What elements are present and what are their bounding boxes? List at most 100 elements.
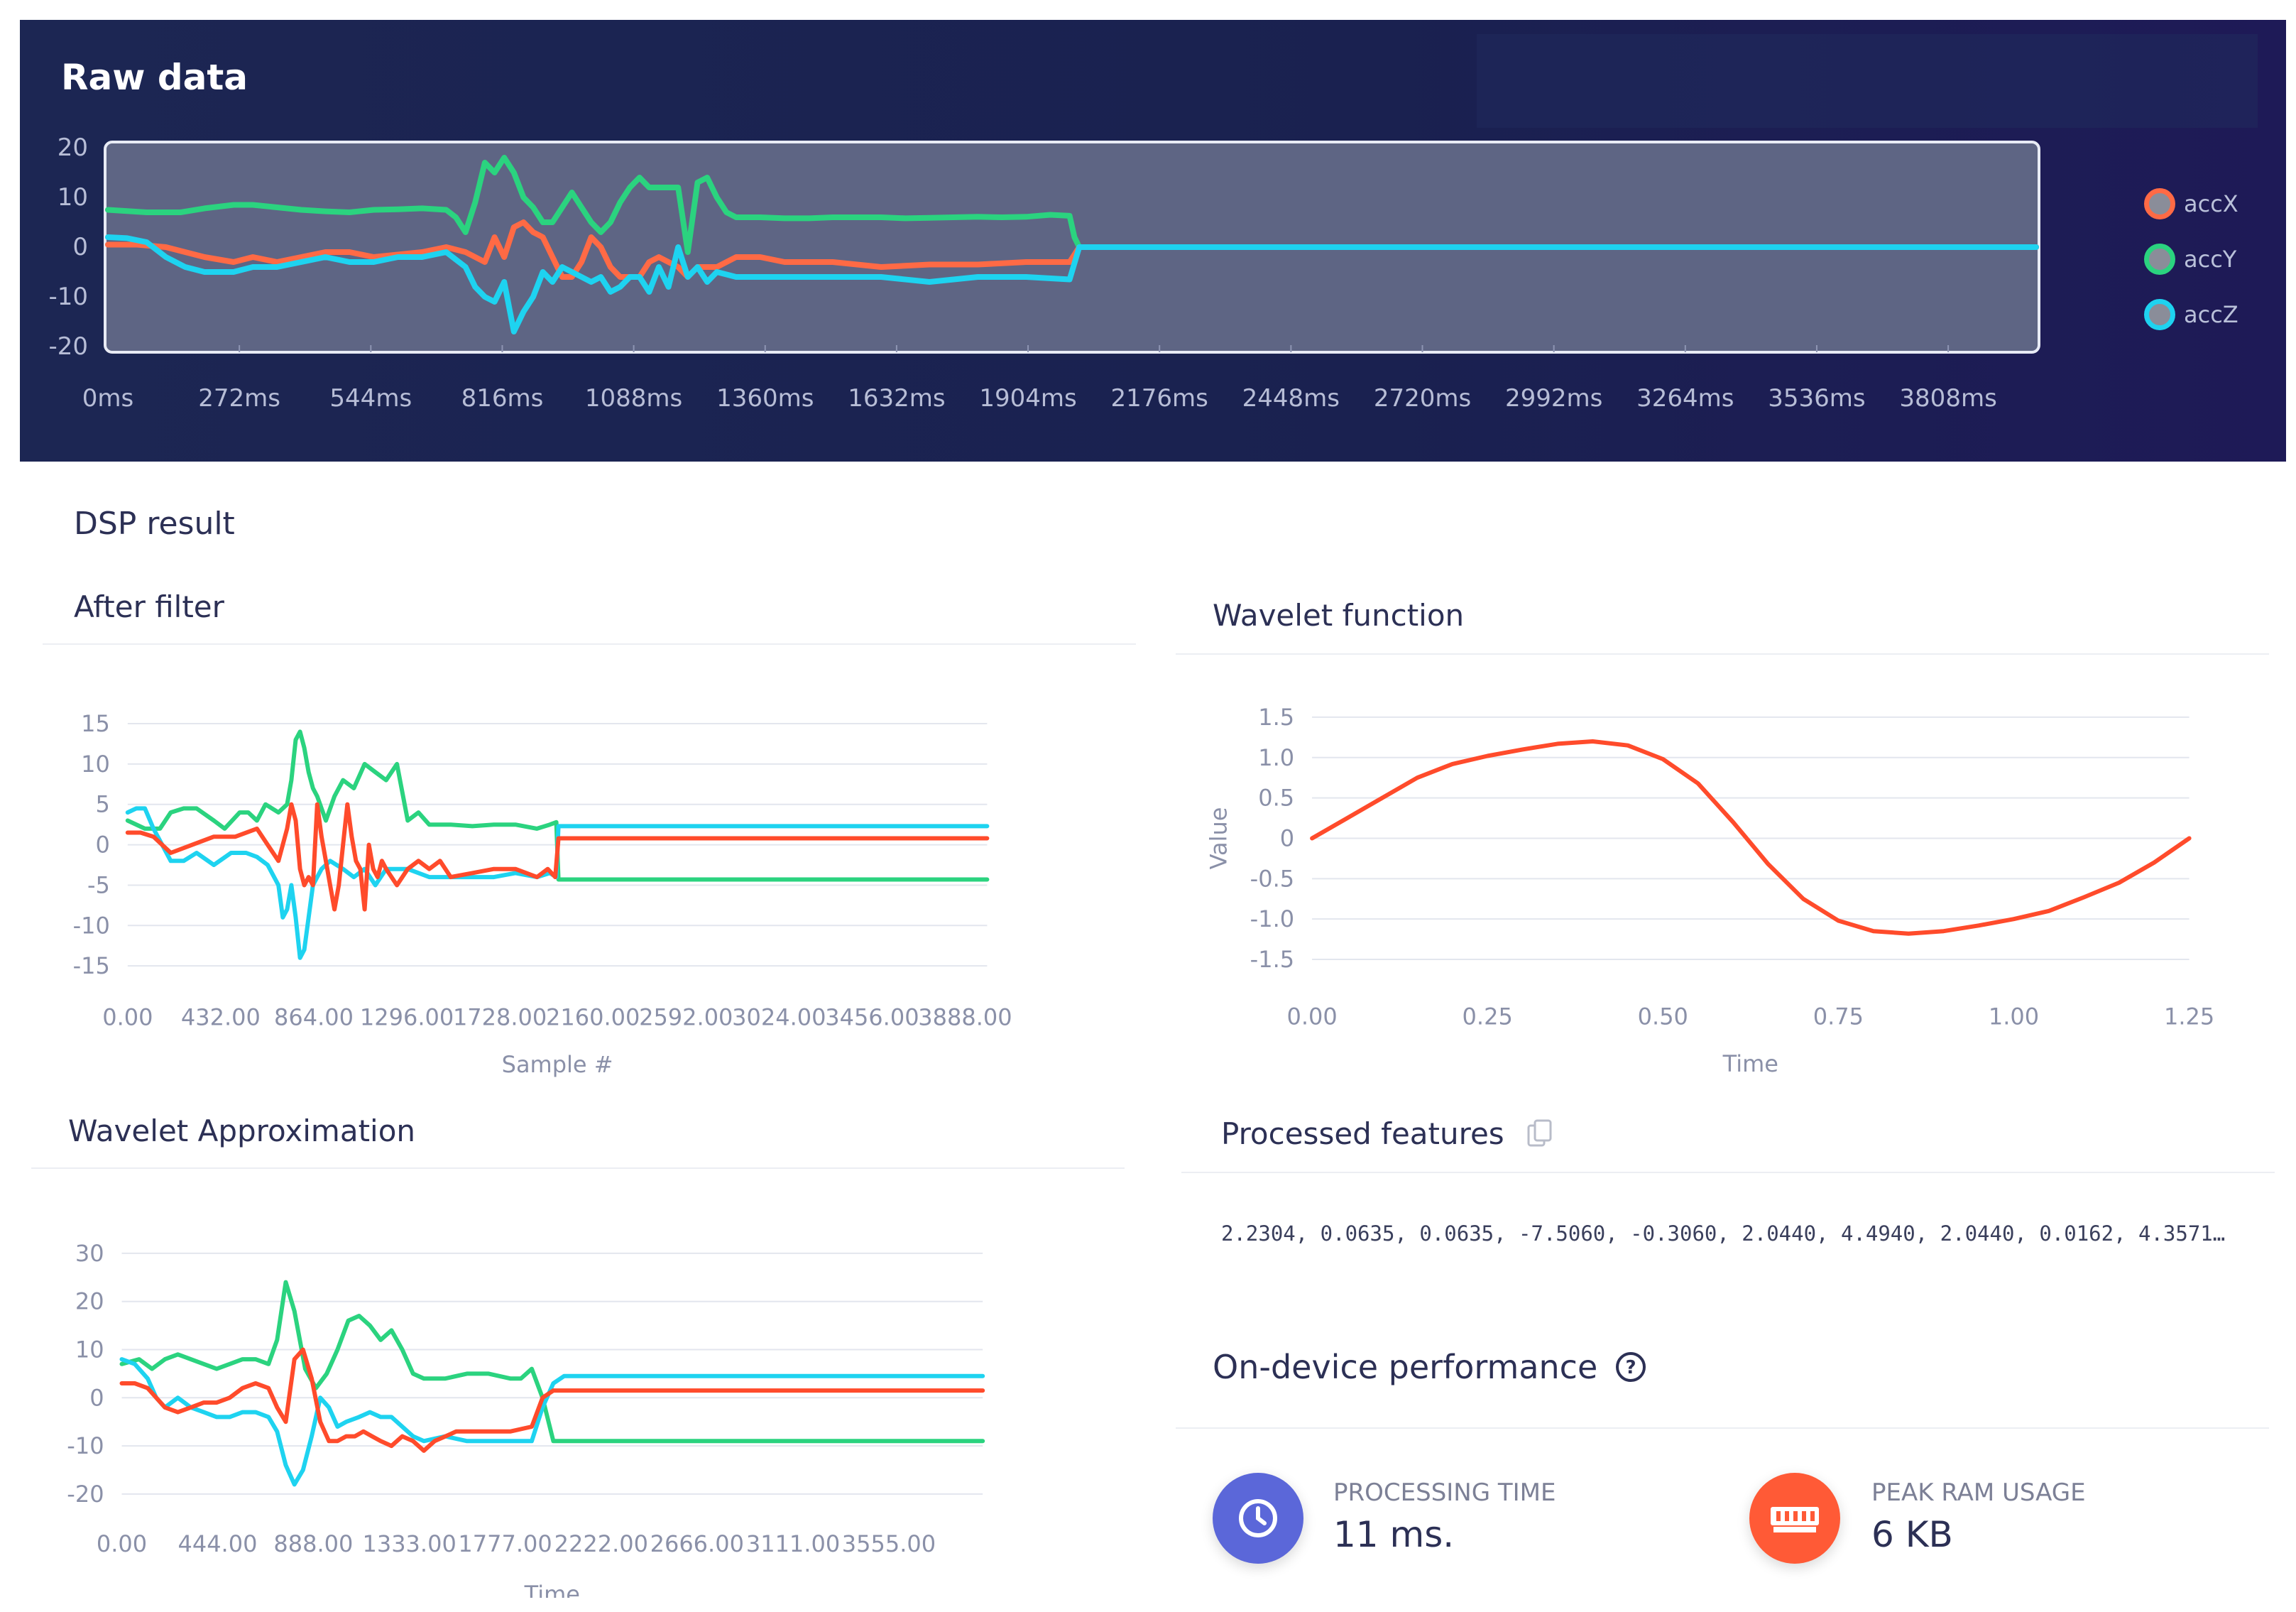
x-tick-label: 1.25 bbox=[2164, 1003, 2214, 1030]
raw-data-toolbar-area bbox=[1477, 34, 2258, 128]
x-tick-label: 3888.00 bbox=[918, 1003, 1012, 1030]
processing-time-metric: PROCESSING TIME 11 ms. bbox=[1213, 1473, 1710, 1565]
series-line-1 bbox=[119, 1280, 985, 1444]
x-tick-label: 2666.00 bbox=[650, 1530, 744, 1557]
y-tick-label: 0 bbox=[96, 832, 110, 859]
x-tick-label: 3808ms bbox=[1899, 384, 1996, 413]
x-tick-label: 2592.00 bbox=[639, 1003, 733, 1030]
x-tick-label: 432.00 bbox=[181, 1003, 261, 1030]
svg-text:?: ? bbox=[1626, 1357, 1636, 1378]
after-filter-chart: 15 10 5 0 -5 -10 -15 0.00 432.00 864.00 1296.00172… bbox=[73, 710, 1012, 1078]
y-tick-label: 20 bbox=[58, 134, 88, 162]
series-line-accy bbox=[105, 155, 2039, 255]
series-line-1 bbox=[125, 729, 990, 882]
y-tick-label: 10 bbox=[58, 183, 88, 212]
x-tick-label: 2448ms bbox=[1242, 384, 1340, 413]
plot-area: 20 10 0 -10 -20 0ms 272ms 544ms 816ms 1088ms 1360m… bbox=[48, 134, 2040, 413]
y-tick-label: -10 bbox=[48, 283, 88, 311]
x-tick-label: 272ms bbox=[198, 384, 280, 413]
legend-item-accz[interactable]: accZ bbox=[2144, 287, 2238, 342]
plot-area: 1.51.00.50-0.5-1.0-1.50.00 0.25 0.50 0.75 1.… bbox=[1205, 704, 2214, 1077]
question-circle-icon[interactable]: ? bbox=[1614, 1351, 1647, 1383]
series-line-2 bbox=[119, 1357, 985, 1487]
y-tick-label: -20 bbox=[67, 1481, 104, 1508]
x-tick-label: 544ms bbox=[329, 384, 412, 413]
y-axis-label: Value bbox=[1205, 807, 1232, 870]
x-tick-label: 3555.00 bbox=[842, 1530, 936, 1557]
wavelet-approximation-title: Wavelet Approximation bbox=[68, 1113, 416, 1148]
x-tick-label: 3456.00 bbox=[825, 1003, 919, 1030]
performance-divider bbox=[1176, 1427, 2269, 1429]
y-tick-label: 15 bbox=[81, 710, 110, 737]
x-tick-label: 2176ms bbox=[1111, 384, 1208, 413]
x-tick-label: 0ms bbox=[82, 384, 133, 413]
series-line-accx bbox=[105, 219, 2039, 280]
legend-item-accy[interactable]: accY bbox=[2144, 232, 2238, 287]
after-filter-title: After filter bbox=[74, 589, 224, 624]
raw-data-title: Raw data bbox=[61, 57, 248, 98]
y-tick-label: 5 bbox=[96, 791, 110, 818]
x-tick-label: 1360ms bbox=[716, 384, 814, 413]
x-tick-label: 1632ms bbox=[848, 384, 945, 413]
x-tick-label: 2720ms bbox=[1374, 384, 1471, 413]
wavelet-approximation-divider bbox=[31, 1167, 1125, 1169]
x-tick-label: 0.75 bbox=[1813, 1003, 1864, 1030]
processed-features-header: Processed features bbox=[1221, 1116, 1554, 1151]
y-tick-label: 1.0 bbox=[1258, 744, 1294, 771]
x-tick-label: 0.25 bbox=[1463, 1003, 1513, 1030]
x-axis-label: Sample # bbox=[502, 1051, 613, 1078]
x-tick-label: 3111.00 bbox=[746, 1530, 840, 1557]
y-tick-label: 0.5 bbox=[1258, 785, 1294, 812]
raw-data-legend: accX accY accZ bbox=[2144, 176, 2238, 342]
processed-features-divider bbox=[1181, 1172, 2275, 1173]
x-axis-label: Time bbox=[1722, 1050, 1778, 1077]
y-tick-label: -15 bbox=[73, 952, 110, 979]
wavelet-function-divider bbox=[1176, 653, 2269, 655]
series-line-1 bbox=[1310, 739, 2192, 936]
series-line-3 bbox=[125, 802, 990, 912]
wavelet-function-chart: 1.51.00.50-0.5-1.0-1.50.00 0.25 0.50 0.75 1.… bbox=[1205, 704, 2214, 1077]
series-line-3 bbox=[119, 1347, 985, 1453]
x-tick-label: 1333.00 bbox=[362, 1530, 456, 1557]
x-tick-label: 3264ms bbox=[1636, 384, 1734, 413]
x-tick-label: 1088ms bbox=[585, 384, 682, 413]
y-tick-label: 30 bbox=[75, 1240, 104, 1267]
copy-icon[interactable] bbox=[1526, 1118, 1554, 1150]
x-tick-label: 864.00 bbox=[274, 1003, 354, 1030]
plot-area: 30 20 10 0 -10 -20 0.00 444.00 888.00 1333.00 1777… bbox=[67, 1240, 985, 1598]
legend-item-accx[interactable]: accX bbox=[2144, 176, 2238, 232]
y-tick-label: -0.5 bbox=[1250, 865, 1294, 892]
after-filter-divider bbox=[43, 643, 1136, 645]
series-line-2 bbox=[125, 806, 990, 960]
x-tick-label: 888.00 bbox=[273, 1530, 353, 1557]
dsp-result-title: DSP result bbox=[74, 506, 235, 542]
x-tick-label: 0.00 bbox=[97, 1530, 147, 1557]
x-tick-label: 0.50 bbox=[1638, 1003, 1688, 1030]
processing-time-value: 11 ms. bbox=[1333, 1514, 1455, 1555]
x-tick-label: 816ms bbox=[461, 384, 544, 413]
plot-area: 15 10 5 0 -5 -10 -15 0.00 432.00 864.00 1296.00172… bbox=[73, 710, 1012, 1078]
performance-header: On-device performance ? bbox=[1213, 1348, 1647, 1386]
processed-features-title: Processed features bbox=[1221, 1116, 1504, 1151]
x-tick-label: 2992ms bbox=[1505, 384, 1602, 413]
legend-label: accX bbox=[2184, 190, 2238, 217]
y-tick-label: 1.5 bbox=[1258, 704, 1294, 731]
y-tick-label: 10 bbox=[81, 751, 110, 778]
raw-data-chart: 20 10 0 -10 -20 0ms 272ms 544ms 816ms 1088ms 1360m… bbox=[48, 134, 2040, 413]
wavelet-approximation-chart: 30 20 10 0 -10 -20 0.00 444.00 888.00 1333.00 1777… bbox=[67, 1240, 985, 1598]
x-tick-label: 2160.00 bbox=[546, 1003, 640, 1030]
series-line-accz bbox=[105, 234, 2039, 334]
x-tick-label: 1728.00 bbox=[453, 1003, 547, 1030]
y-tick-label: 0 bbox=[1280, 824, 1294, 851]
y-tick-label: 0 bbox=[89, 1384, 104, 1411]
y-tick-label: -10 bbox=[73, 912, 110, 939]
wavelet-function-title: Wavelet function bbox=[1213, 598, 1465, 633]
y-tick-label: -5 bbox=[87, 871, 110, 898]
x-tick-label: 1777.00 bbox=[458, 1530, 552, 1557]
x-tick-label: 1904ms bbox=[979, 384, 1076, 413]
x-tick-label: 0.00 bbox=[1286, 1003, 1337, 1030]
x-axis-label: Time bbox=[524, 1581, 580, 1598]
y-tick-label: -20 bbox=[48, 332, 88, 361]
legend-swatch-icon bbox=[2144, 188, 2175, 219]
processing-time-label: PROCESSING TIME bbox=[1333, 1478, 1556, 1507]
